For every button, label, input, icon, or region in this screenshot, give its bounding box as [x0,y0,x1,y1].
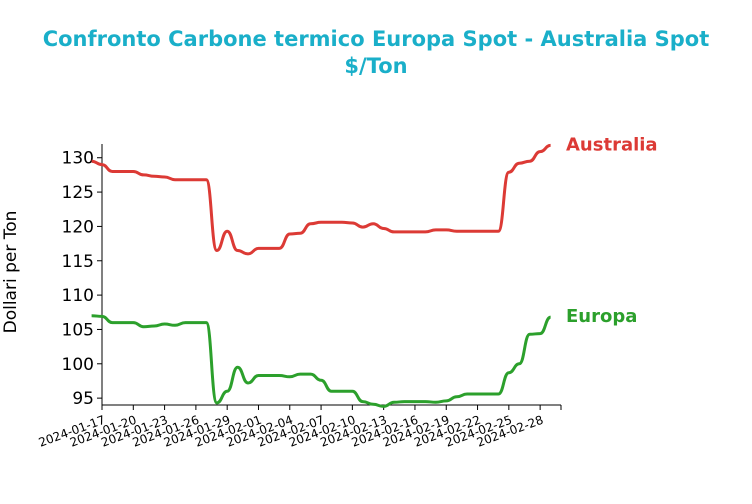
y-tick-label: 120 [62,217,94,237]
y-axis-label: Dollari per Ton [1,211,21,334]
y-tick-label: 105 [62,320,94,340]
series-line-europa [91,314,552,408]
chart-title: Confronto Carbone termico Europa Spot - … [0,26,752,80]
y-tick-label: 110 [62,286,94,306]
series-line-australia [91,143,551,256]
series-labels: Australia Europa [566,134,658,327]
series-label-europa: Europa [566,306,637,327]
y-tick-label: 130 [62,149,94,169]
y-tick-label: 115 [62,252,94,272]
y-tick-label: 95 [72,389,94,409]
y-tick-label: 100 [62,355,94,375]
chart-title-main: Confronto Carbone termico Europa Spot - … [42,27,710,51]
series-lines [91,143,552,408]
series-label-australia: Australia [566,134,658,155]
y-tick-label: 125 [62,183,94,203]
axes: 951001051101151201251302024-01-172024-01… [37,144,562,450]
chart-subtitle: $/Ton [344,54,408,78]
